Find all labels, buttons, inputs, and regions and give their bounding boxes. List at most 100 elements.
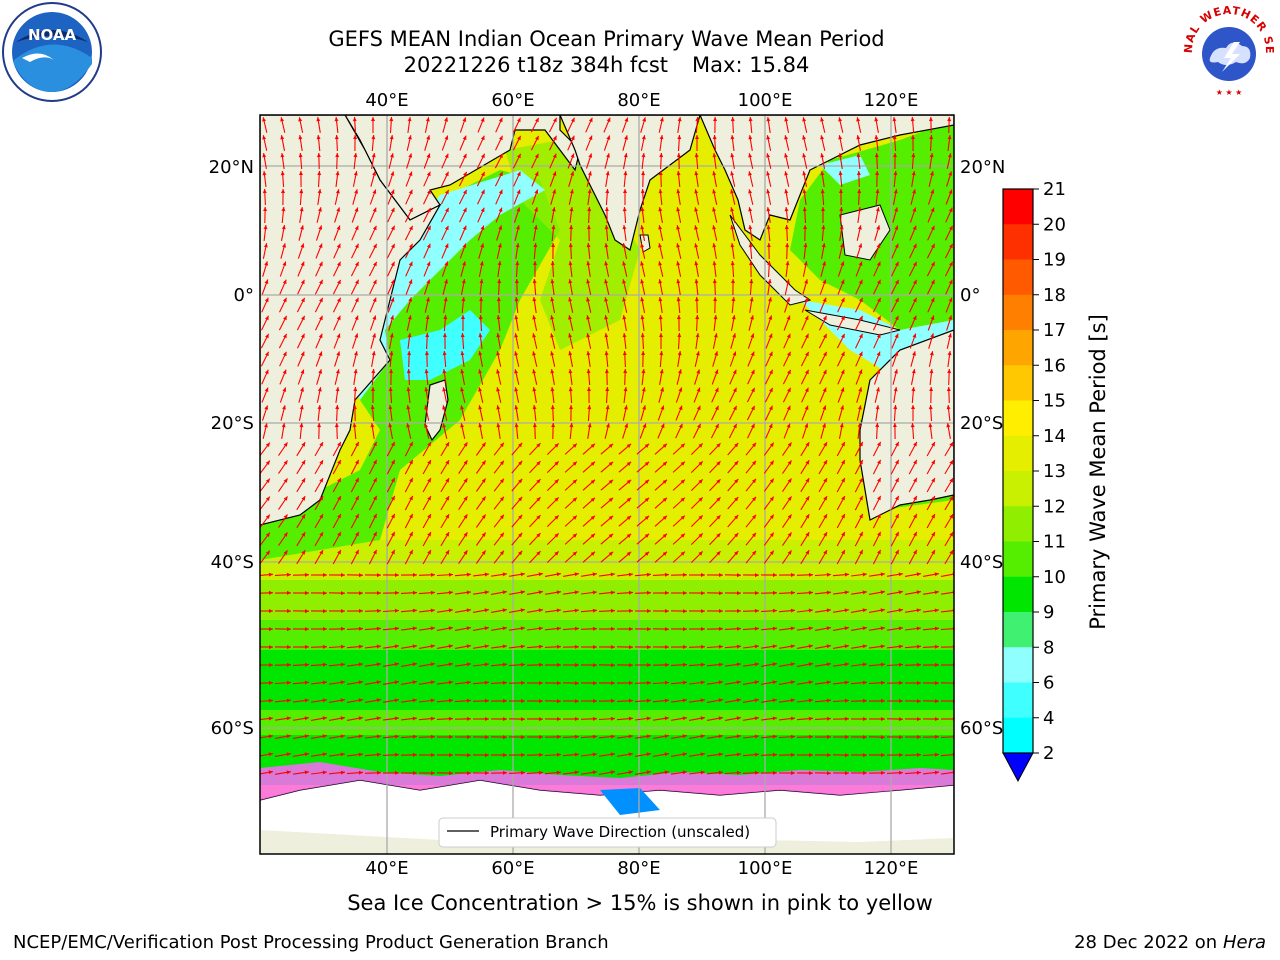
wave-vector-head <box>844 698 849 703</box>
wave-vector-head <box>323 591 327 596</box>
wave-vector-head <box>790 680 795 685</box>
wave-vector-head <box>481 532 486 537</box>
wave-vector-head <box>287 645 291 649</box>
wave-vector-head <box>586 297 590 302</box>
wave-vector-head <box>769 496 774 501</box>
wave-vector-head <box>714 369 719 374</box>
wave-vector-head <box>931 279 935 285</box>
wave-vector-head <box>838 135 843 140</box>
wave-vector-head <box>520 590 525 595</box>
wave-vector-head <box>424 387 429 392</box>
wave-vector-head <box>538 662 543 667</box>
wave-vector-head <box>874 135 879 140</box>
wave-vector-head <box>752 460 756 466</box>
wave-vector-head <box>840 369 845 375</box>
wave-vector-head <box>316 117 321 122</box>
wave-vector-head <box>949 478 954 483</box>
wave-vector-head <box>916 644 921 649</box>
wave-vector-head <box>820 171 825 176</box>
wave-vector-head <box>502 590 507 595</box>
wave-vector-head <box>298 117 303 122</box>
wave-vector-head <box>592 608 597 613</box>
wave-vector-head <box>282 243 286 248</box>
wave-vector-head <box>536 461 541 466</box>
wave-vector-head <box>340 716 345 721</box>
wave-vector-head <box>445 189 449 195</box>
wave-vector-head <box>895 495 899 501</box>
noaa-logo-icon: NOAA <box>2 2 102 102</box>
wave-vector-head <box>664 680 669 685</box>
wave-vector-head <box>857 189 862 194</box>
wave-vector-head <box>412 644 417 649</box>
wave-vector-head <box>409 531 413 537</box>
wave-vector-head <box>319 514 323 519</box>
wave-vector-head <box>931 243 935 249</box>
wave-vector-head <box>772 662 777 667</box>
wave-vector-head <box>319 496 323 501</box>
wave-vector-head <box>895 459 899 465</box>
wave-vector-head <box>265 315 269 321</box>
wave-vector-head <box>353 369 358 374</box>
wave-vector-head <box>912 243 917 249</box>
wave-vector-head <box>354 351 358 356</box>
wave-vector-head <box>641 369 646 374</box>
wave-vector-head <box>390 207 395 213</box>
wave-vector-head <box>604 333 609 338</box>
wave-vector-head <box>322 716 327 721</box>
wave-vector-head <box>395 770 399 775</box>
wave-vector-head <box>622 351 627 356</box>
wave-vector-head <box>804 405 809 411</box>
wave-vector-head <box>608 497 614 502</box>
wave-vector-head <box>514 279 519 283</box>
wave-vector-head <box>734 479 739 484</box>
wave-vector-head <box>391 513 395 519</box>
wave-vector-head <box>514 333 519 338</box>
wave-vector-head <box>590 497 595 502</box>
wave-vector-head <box>856 171 861 176</box>
wave-vector-head <box>622 297 627 302</box>
wave-vector-head <box>461 279 466 284</box>
wave-vector-head <box>532 423 537 428</box>
wave-vector-head <box>586 243 591 248</box>
wave-vector-head <box>318 225 323 230</box>
wave-vector-head <box>534 207 538 212</box>
wave-vector-head <box>895 513 899 519</box>
wave-vector-head <box>550 333 554 338</box>
land-java <box>804 309 901 336</box>
wave-vector-head <box>804 315 809 321</box>
wave-vector-head <box>538 572 543 577</box>
wave-vector-head <box>337 478 341 483</box>
wave-vector-head <box>574 626 579 631</box>
wave-vector-head <box>658 261 663 266</box>
land-sumatra <box>729 214 812 306</box>
wave-vector <box>941 573 954 577</box>
wave-vector-head <box>376 644 381 649</box>
wave-vector-head <box>300 351 305 357</box>
wave-vector-head <box>826 590 831 595</box>
wave-vector-head <box>376 680 381 685</box>
wave-vector-head <box>821 207 825 211</box>
wave-vector-head <box>912 297 917 303</box>
wave-vector-head <box>409 441 413 447</box>
wave-vector-head <box>317 405 322 410</box>
wave-vector-head <box>772 608 777 613</box>
wave-vector-head <box>514 297 519 302</box>
wave-vector-head <box>646 770 651 775</box>
wave-vector-head <box>514 351 519 356</box>
wave-vector-head <box>680 515 685 520</box>
wave-vector-head <box>716 497 721 502</box>
wave-vector-head <box>718 698 723 703</box>
wave-vector-head <box>604 351 609 356</box>
wave-vector-head <box>700 644 705 649</box>
wave-vector-head <box>462 243 467 248</box>
wave-vector-head <box>859 513 863 519</box>
wave-vector-head <box>749 279 754 284</box>
wave-vector-head <box>322 680 327 685</box>
wave-vector-head <box>947 333 952 338</box>
wave-vector-head <box>586 315 591 320</box>
wave-vector-head <box>588 171 592 176</box>
wave-vector-head <box>751 405 755 411</box>
wave-vector-head <box>611 626 615 631</box>
wave-vector-head <box>593 663 597 668</box>
